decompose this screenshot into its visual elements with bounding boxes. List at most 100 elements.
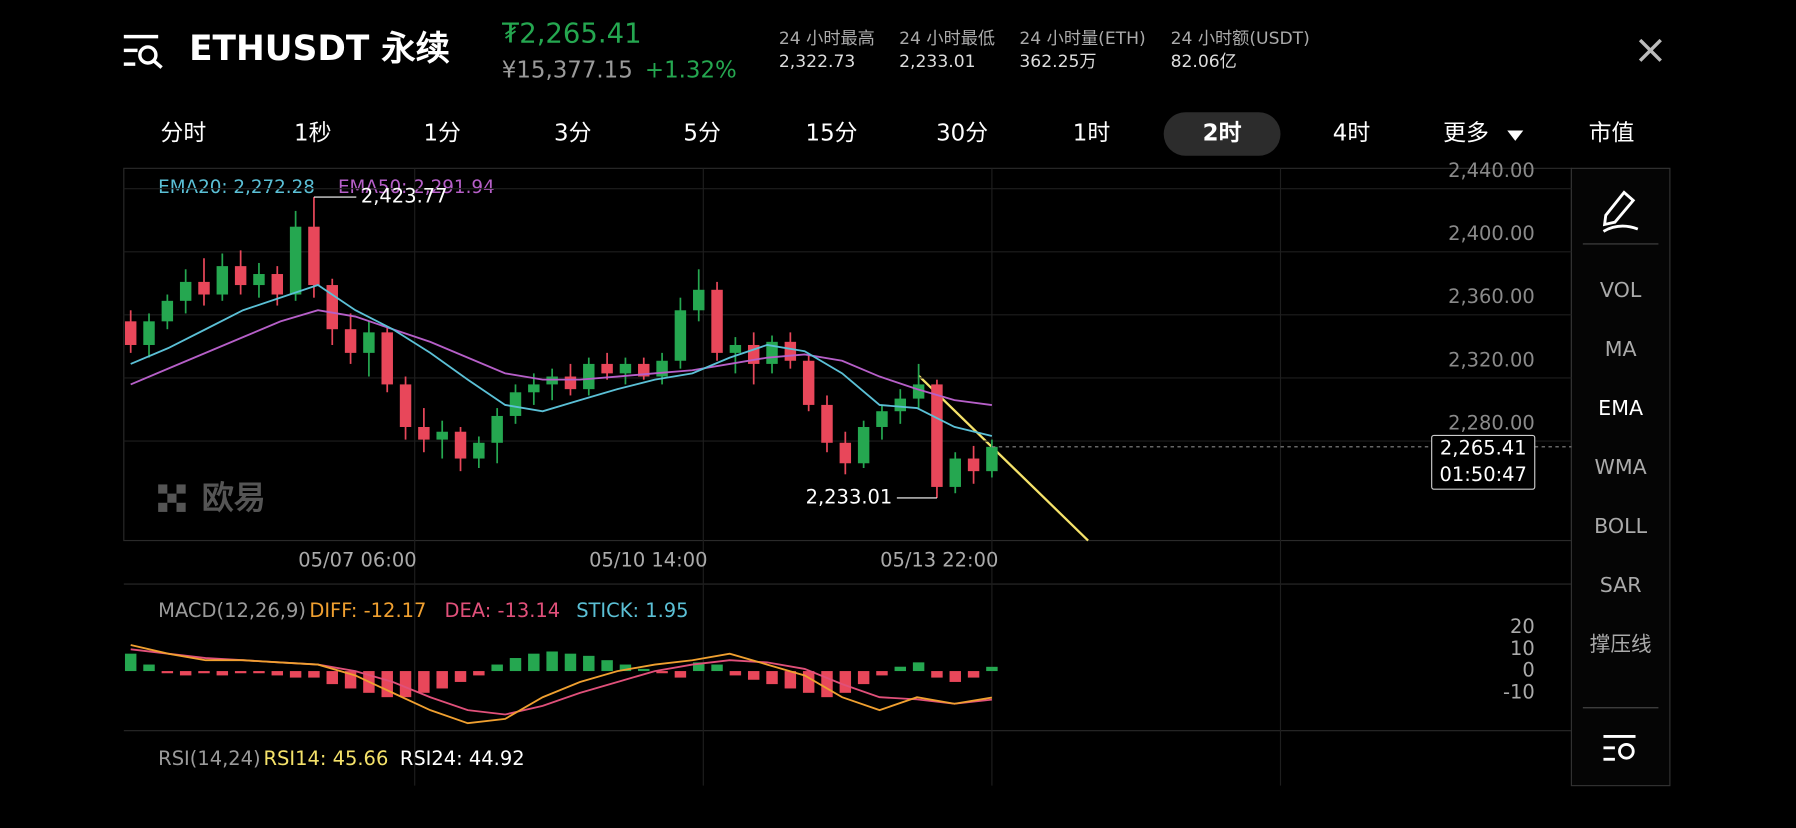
macd-bar [564, 653, 577, 672]
candle-body [583, 363, 595, 390]
indicator-option[interactable]: WMA [1595, 455, 1647, 479]
settings-icon[interactable] [1603, 734, 1636, 761]
ema50-line [130, 309, 993, 406]
tab[interactable]: 4时 [1333, 120, 1371, 146]
macd-bar [491, 664, 503, 672]
draw-icon[interactable] [1602, 190, 1639, 233]
x-tick-label: 05/10 14:00 [589, 549, 707, 572]
stat-value: 2,233.01 [899, 52, 975, 72]
candle-body [656, 360, 668, 377]
macd-bar [546, 651, 558, 672]
macd-tick-label: 0 [1522, 659, 1534, 682]
ema50-legend: EMA50: 2,291.94 [338, 177, 495, 198]
close-button[interactable] [1638, 38, 1662, 62]
stat-label: 24 小时额(USDT) [1171, 29, 1310, 49]
macd-bar [308, 671, 320, 678]
candle-body [802, 360, 815, 405]
menu-icon[interactable] [123, 34, 163, 69]
candle-body [454, 431, 467, 459]
indicator-option[interactable]: SAR [1600, 573, 1642, 597]
candle-body [931, 384, 943, 487]
macd-bar [344, 671, 357, 689]
cny-price: ¥15,377.15 [502, 58, 633, 84]
candle-body [711, 289, 723, 353]
indicator-option[interactable]: 撑压线 [1590, 632, 1652, 656]
icon-line [152, 59, 163, 69]
tab[interactable]: 2时 [1203, 120, 1242, 146]
candle-body [491, 415, 503, 443]
candle-body [601, 363, 613, 374]
symbol: ETHUSDT 永续 [189, 29, 450, 69]
macd-bar [528, 653, 540, 672]
stat-label: 24 小时最低 [899, 29, 995, 49]
macd-bar [601, 660, 613, 672]
tab[interactable]: 3分 [554, 120, 591, 146]
trend-line [917, 374, 1089, 542]
watermark: 欧易 [202, 478, 266, 516]
dropdown-arrow [1507, 130, 1524, 141]
candle-body [399, 384, 412, 427]
indicator-option[interactable]: BOLL [1594, 514, 1647, 538]
macd-bar [124, 653, 137, 672]
macd-bar [198, 671, 210, 674]
macd-bar [821, 671, 833, 698]
candle-body [161, 300, 174, 322]
indicator-option[interactable]: MA [1605, 337, 1637, 361]
candle-body [674, 310, 687, 361]
macd-bar [894, 666, 907, 672]
stat-label: 24 小时量(ETH) [1019, 29, 1145, 49]
candle-body [638, 363, 650, 377]
rsi24-legend: RSI24: 44.92 [400, 747, 525, 770]
macd-bar [986, 666, 998, 672]
logo-square [167, 493, 177, 503]
countdown: 01:50:47 [1440, 463, 1527, 486]
candle-body [216, 266, 229, 295]
tab[interactable]: 30分 [936, 120, 988, 146]
candle-body [784, 341, 797, 361]
logo-square [158, 484, 168, 494]
macd-bar [729, 671, 742, 676]
stick-legend: STICK: 1.95 [576, 599, 688, 622]
candle-body [234, 266, 247, 286]
tab[interactable]: 市值 [1589, 120, 1635, 146]
macd-legend: MACD(12,26,9) [158, 599, 306, 622]
tab[interactable]: 1秒 [294, 120, 331, 146]
macd-bar [454, 671, 467, 682]
candle-body [363, 332, 375, 353]
macd-bar [179, 671, 192, 676]
macd-bar [857, 671, 870, 685]
last-price-label: 2,265.41 [1440, 437, 1527, 460]
last-price: ₮2,265.41 [502, 17, 642, 49]
low-label: 2,233.01 [806, 485, 893, 508]
tab[interactable]: 5分 [683, 120, 720, 146]
candle-body [912, 384, 925, 399]
y-tick-label: 2,360.00 [1448, 285, 1535, 308]
logo-square [176, 502, 186, 512]
icon-line [1638, 38, 1662, 62]
indicator-option[interactable]: VOL [1600, 278, 1642, 302]
tab[interactable]: 1时 [1073, 120, 1111, 146]
macd-bar [234, 671, 247, 674]
macd-bar [802, 671, 815, 693]
candle-body [894, 398, 907, 412]
candle-body [747, 344, 760, 364]
tab[interactable]: 分时 [160, 120, 206, 146]
tab[interactable]: 更多 [1443, 120, 1489, 146]
candle-body [124, 321, 137, 345]
diff-line [130, 644, 993, 725]
candle-body [564, 376, 577, 390]
tab[interactable]: 1分 [423, 120, 460, 146]
candle-body [821, 404, 833, 443]
candle-body [729, 344, 742, 353]
icon-circle [138, 45, 158, 65]
candle-body [271, 274, 284, 295]
indicator-option[interactable]: EMA [1598, 396, 1643, 420]
sidebar [1570, 167, 1671, 787]
macd-bar [912, 662, 925, 672]
tab[interactable]: 15分 [806, 120, 858, 146]
macd-tick-label: 10 [1510, 637, 1535, 660]
candle-body [949, 458, 961, 487]
macd-bar [931, 671, 943, 678]
